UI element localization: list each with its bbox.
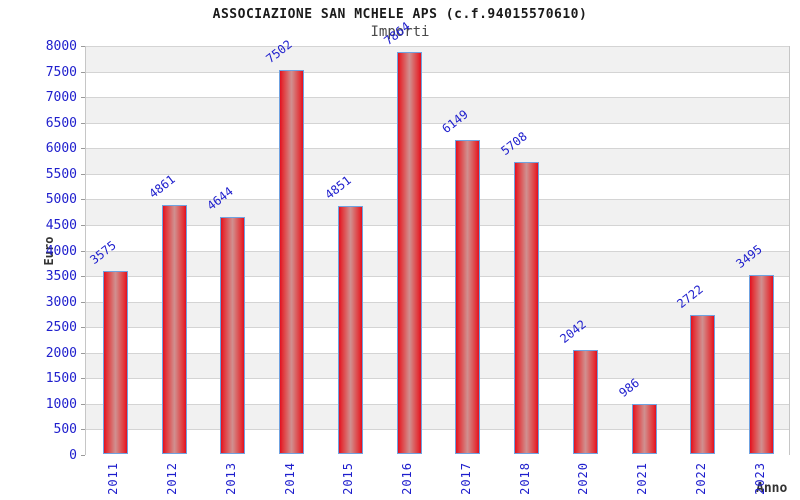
- gridline-8000: [86, 46, 789, 47]
- chart-subtitle: Importi: [370, 24, 430, 40]
- y-tick-label-3500: 3500: [45, 269, 77, 285]
- y-tick-mark-2500: [81, 327, 85, 329]
- y-tick-mark-3000: [81, 301, 85, 303]
- x-tick-label-2023: 2023: [752, 462, 767, 495]
- y-tick-label-8000: 8000: [45, 39, 77, 54]
- bar-2021: [631, 403, 657, 454]
- gridline-3000: [86, 301, 789, 303]
- x-tick-label-2022: 2022: [693, 462, 708, 495]
- plot-band: [86, 199, 789, 225]
- y-tick-label-4000: 4000: [45, 243, 77, 259]
- y-tick-mark-5500: [81, 173, 85, 175]
- y-tick-mark-500: [81, 429, 85, 431]
- gridline-5000: [86, 199, 789, 201]
- plot-band: [86, 122, 789, 149]
- x-tick-label-2013: 2013: [223, 462, 238, 495]
- gridline-7500: [86, 71, 789, 73]
- gridline-2500: [86, 327, 789, 329]
- x-tick-label-2017: 2017: [458, 462, 473, 495]
- x-tick-label-2012: 2012: [165, 462, 180, 495]
- gridline-6000: [86, 148, 789, 150]
- plot-band: [86, 224, 789, 251]
- y-tick-mark-6500: [81, 122, 85, 124]
- y-tick-label-4500: 4500: [45, 217, 77, 233]
- gridline-500: [86, 429, 789, 431]
- plot-band: [86, 429, 789, 455]
- x-tick-label-2015: 2015: [341, 462, 356, 495]
- gridline-1000: [86, 403, 789, 405]
- gridline-4000: [86, 250, 789, 252]
- bar-2015: [337, 206, 363, 454]
- x-tick-label-2020: 2020: [576, 462, 591, 495]
- plot-band: [86, 327, 789, 353]
- y-tick-label-2500: 2500: [45, 320, 77, 336]
- y-tick-mark-7000: [81, 97, 85, 99]
- y-tick-label-5500: 5500: [45, 166, 77, 182]
- plot-band: [86, 378, 789, 404]
- bar-2014: [279, 70, 305, 454]
- plot-band: [86, 97, 789, 123]
- y-tick-label-7000: 7000: [45, 90, 77, 106]
- y-tick-mark-7500: [81, 71, 85, 73]
- plot-band: [86, 276, 789, 302]
- y-tick-mark-0: [81, 455, 85, 456]
- bar-2011: [102, 271, 128, 454]
- y-tick-label-2000: 2000: [45, 345, 77, 361]
- y-tick-label-1000: 1000: [45, 396, 77, 412]
- gridline-4500: [86, 224, 789, 226]
- y-tick-mark-1000: [81, 403, 85, 405]
- y-tick-mark-3500: [81, 276, 85, 278]
- plot-band: [86, 71, 789, 98]
- y-tick-label-6500: 6500: [45, 115, 77, 131]
- y-tick-label-0: 0: [69, 448, 77, 463]
- gridline-2000: [86, 352, 789, 354]
- y-tick-label-500: 500: [53, 422, 77, 438]
- y-tick-label-1500: 1500: [45, 371, 77, 387]
- chart-title: ASSOCIAZIONE SAN MCHELE APS (c.f.9401557…: [212, 7, 588, 22]
- y-tick-mark-8000: [81, 46, 85, 47]
- x-tick-label-2021: 2021: [635, 462, 650, 495]
- bar-2023: [749, 275, 775, 454]
- bar-2013: [220, 216, 246, 454]
- y-tick-mark-4000: [81, 250, 85, 252]
- plot-band: [86, 250, 789, 277]
- y-tick-label-6000: 6000: [45, 141, 77, 157]
- bar-2017: [455, 139, 481, 454]
- gridline-3500: [86, 276, 789, 278]
- x-tick-label-2011: 2011: [106, 462, 121, 495]
- x-tick-label-2016: 2016: [400, 462, 415, 495]
- bar-2012: [161, 205, 187, 454]
- plot-band: [86, 46, 789, 72]
- bar-2022: [690, 314, 716, 454]
- plot-band: [86, 173, 789, 200]
- bar-2018: [514, 162, 540, 454]
- y-tick-mark-4500: [81, 224, 85, 226]
- gridline-1500: [86, 378, 789, 380]
- plot-band: [86, 148, 789, 174]
- plot-area: 3575 4861 4644 7502 4851 7864 6149 5708 2042 986 2…: [85, 19, 790, 455]
- x-axis-title: Anno: [756, 481, 788, 496]
- plot-band: [86, 301, 789, 328]
- gridline-7000: [86, 97, 789, 99]
- y-tick-mark-5000: [81, 199, 85, 201]
- x-tick-label-2018: 2018: [517, 462, 532, 495]
- y-tick-label-7500: 7500: [45, 64, 77, 80]
- gridline-5500: [86, 173, 789, 175]
- bar-2020: [572, 349, 598, 454]
- plot-band: [86, 352, 789, 379]
- y-tick-label-3000: 3000: [45, 294, 77, 310]
- y-tick-mark-1500: [81, 378, 85, 380]
- gridline-6500: [86, 122, 789, 124]
- x-tick-label-2014: 2014: [282, 462, 297, 495]
- y-tick-label-5000: 5000: [45, 192, 77, 208]
- plot-band: [86, 403, 789, 430]
- y-tick-mark-2000: [81, 352, 85, 354]
- y-tick-mark-6000: [81, 148, 85, 150]
- bar-2016: [396, 51, 422, 454]
